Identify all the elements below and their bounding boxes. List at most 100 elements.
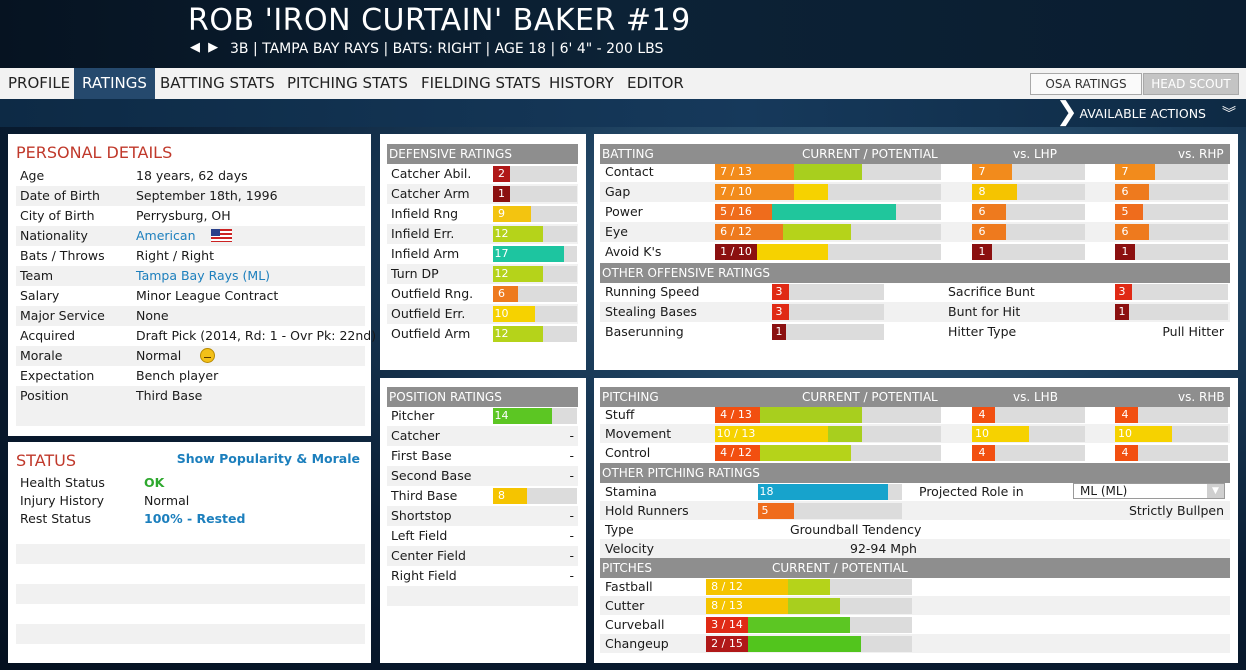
pitching-row: Movement 10 / 13 10 10 <box>600 424 1230 443</box>
stamina-bar: 18 <box>758 484 902 500</box>
defensive-bar: 17 <box>493 246 577 262</box>
pitching-row-label: Movement <box>605 426 672 441</box>
defensive-row-label: Catcher Arm <box>391 186 470 201</box>
position-row: Shortstop - <box>387 506 578 526</box>
pitching-vl-bar-value: 10 <box>972 426 992 442</box>
tab-profile[interactable]: PROFILE <box>8 74 71 92</box>
personal-row-value: Normal <box>136 348 182 363</box>
defensive-row-label: Outfield Err. <box>391 306 466 321</box>
position-row-label: Center Field <box>391 548 466 563</box>
batting-row-label: Avoid K's <box>605 244 662 259</box>
batting-vl-bar: 6 <box>972 224 1085 240</box>
defensive-ratings-header: DEFENSIVE RATINGS <box>387 144 578 164</box>
stamina-row: Stamina 18 Projected Role in ML (ML) ▼ <box>600 482 1230 501</box>
position-row-label: Pitcher <box>391 408 435 423</box>
other-offense-row: Baserunning 1 Hitter Type Pull Hitter <box>600 322 1230 342</box>
type-label: Type <box>605 522 634 537</box>
defensive-bar: 12 <box>493 266 577 282</box>
other-offense-row: Running Speed 3 Sacrifice Bunt 3 <box>600 282 1230 302</box>
velocity-value: 92-94 Mph <box>850 541 917 556</box>
defensive-row: Infield Err. 12 <box>387 224 578 244</box>
batting-row-label: Power <box>605 204 643 219</box>
batting-vl-bar-value: 8 <box>972 184 992 200</box>
batting-vl-bar: 8 <box>972 184 1085 200</box>
defensive-row: Catcher Abil. 2 <box>387 164 578 184</box>
pitching-vr-bar: 10 <box>1115 426 1228 442</box>
batting-vr-bar: 6 <box>1115 184 1228 200</box>
other-offense-left-bar-value: 3 <box>772 304 786 320</box>
pitch-bar-value: 8 / 13 <box>706 598 748 614</box>
defensive-row-label: Infield Err. <box>391 226 455 241</box>
status-row-empty <box>16 564 365 584</box>
other-offense-left-label: Baserunning <box>605 324 684 339</box>
action-bar <box>0 99 1246 127</box>
defensive-bar-value: 12 <box>493 226 510 242</box>
position-row: Catcher - <box>387 426 578 446</box>
personal-row-value: Perrysburg, OH <box>136 208 231 223</box>
projected-role-value: Strictly Bullpen <box>1128 503 1224 518</box>
vs-rhb-label: vs. RHB <box>1178 390 1225 404</box>
other-offense-left-label: Stealing Bases <box>605 304 697 319</box>
pitch-bar-value: 2 / 15 <box>706 636 748 652</box>
position-row-empty <box>387 606 578 626</box>
status-row: Rest Status 100% - Rested <box>16 510 365 528</box>
personal-row-value[interactable]: Tampa Bay Rays (ML) <box>136 268 271 283</box>
personal-row-value: Minor League Contract <box>136 288 279 303</box>
position-bar-value: 8 <box>493 488 510 504</box>
batting-row-label: Eye <box>605 224 628 239</box>
available-actions-button[interactable]: AVAILABLE ACTIONS <box>1079 106 1206 121</box>
pitching-vl-bar: 10 <box>972 426 1085 442</box>
personal-row-label: Major Service <box>20 308 105 323</box>
position-row-value: - <box>569 508 574 523</box>
osa-ratings-toggle[interactable]: OSA RATINGS <box>1030 73 1142 95</box>
position-row-label: Left Field <box>391 528 448 543</box>
defensive-bar-value: 17 <box>493 246 510 262</box>
pitching-bar-value: 4 / 13 <box>715 407 757 423</box>
pitching-title: PITCHING <box>602 390 659 404</box>
status-panel: STATUS Show Popularity & Morale Health S… <box>8 442 371 663</box>
batting-vr-bar: 7 <box>1115 164 1228 180</box>
defensive-bar-value: 2 <box>493 166 510 182</box>
other-offensive-header: OTHER OFFENSIVE RATINGS <box>600 263 1230 283</box>
hold-runners-row: Hold Runners 5 Strictly Bullpen <box>600 501 1230 520</box>
tab-editor[interactable]: EDITOR <box>627 74 684 92</box>
batting-vl-bar-value: 7 <box>972 164 992 180</box>
projected-role-select[interactable]: ML (ML) ▼ <box>1073 483 1225 499</box>
position-row: Second Base - <box>387 466 578 486</box>
pitching-vl-bar-value: 4 <box>972 445 992 461</box>
head-scout-toggle[interactable]: HEAD SCOUT <box>1143 73 1239 95</box>
prev-next-player-arrows[interactable]: ◀ ▶ <box>190 40 221 55</box>
tab-ratings[interactable]: RATINGS <box>74 68 155 99</box>
batting-vl-bar-value: 1 <box>972 244 992 260</box>
position-row-label: Third Base <box>391 488 458 503</box>
other-offense-right-value: Pull Hitter <box>1162 324 1224 339</box>
pitch-row: Curveball 3 / 14 <box>600 615 1230 634</box>
defensive-bar: 1 <box>493 186 577 202</box>
pitch-row: Cutter 8 / 13 <box>600 596 1230 615</box>
personal-row-value[interactable]: American <box>136 228 196 243</box>
defensive-row: Catcher Arm 1 <box>387 184 578 204</box>
chevron-double-down-icon[interactable]: ︾ <box>1222 106 1236 122</box>
other-offense-left-bar: 1 <box>772 324 884 340</box>
tab-history[interactable]: HISTORY <box>549 74 614 92</box>
personal-row: Salary Minor League Contract <box>16 286 365 306</box>
pitching-vl-bar: 4 <box>972 445 1085 461</box>
tab-batting-stats[interactable]: BATTING STATS <box>160 74 275 92</box>
personal-row-label: City of Birth <box>20 208 95 223</box>
pitching-vr-bar-value: 4 <box>1115 445 1135 461</box>
stamina-bar-value: 18 <box>758 484 775 500</box>
defensive-bar: 12 <box>493 226 577 242</box>
batting-title: BATTING <box>602 147 654 161</box>
other-offense-right-label: Sacrifice Bunt <box>948 284 1035 299</box>
position-row-value: - <box>569 468 574 483</box>
defensive-bar: 2 <box>493 166 577 182</box>
personal-row: Morale Normal <box>16 346 365 366</box>
pitching-bar-value: 10 / 13 <box>715 426 757 442</box>
player-name: ROB 'IRON CURTAIN' BAKER #19 <box>188 3 691 38</box>
personal-row: Nationality American <box>16 226 365 246</box>
pitch-bar: 8 / 12 <box>706 579 912 595</box>
tab-fielding-stats[interactable]: FIELDING STATS <box>421 74 541 92</box>
defensive-row-label: Infield Rng <box>391 206 459 221</box>
show-popularity-morale-link[interactable]: Show Popularity & Morale <box>176 451 360 466</box>
tab-pitching-stats[interactable]: PITCHING STATS <box>287 74 408 92</box>
